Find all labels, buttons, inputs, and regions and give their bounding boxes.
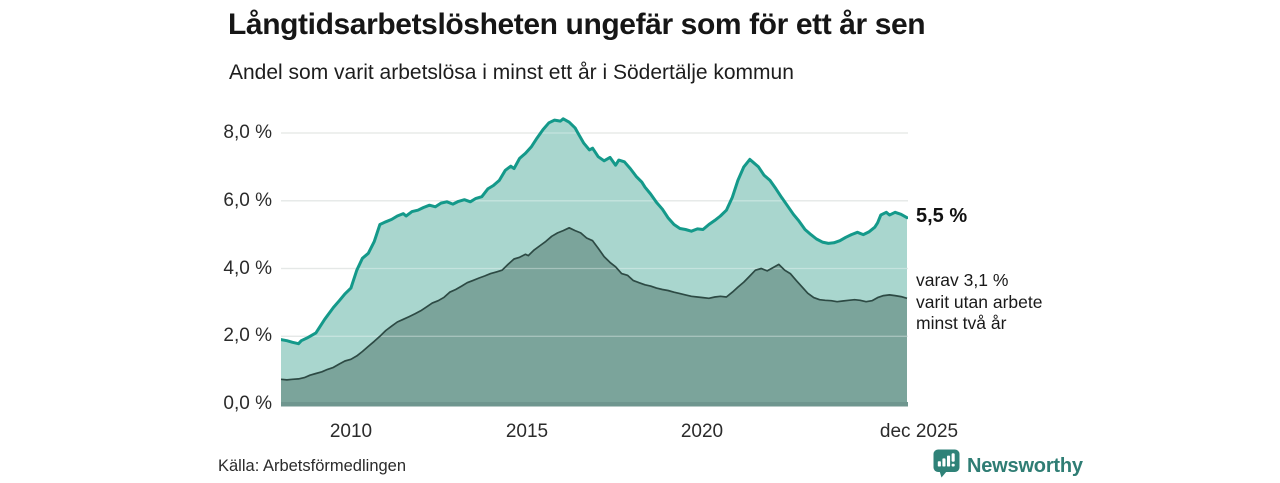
x-axis-label-dec-2025: dec 2025 — [879, 421, 959, 442]
x-axis-label-2020: 2020 — [680, 421, 724, 442]
area-chart-plot — [281, 110, 908, 410]
chart-bubble-icon — [933, 449, 960, 483]
y-axis-label-4: 4,0 % — [223, 258, 272, 279]
page-title: Långtidsarbetslösheten ungefär som för e… — [228, 8, 926, 41]
annotation-line-3: minst två år — [916, 313, 1007, 333]
y-axis-label-6: 6,0 % — [223, 190, 272, 211]
y-axis-label-0: 0,0 % — [223, 393, 272, 414]
y-axis-label-8: 8,0 % — [223, 122, 272, 143]
source-note: Källa: Arbetsförmedlingen — [218, 457, 407, 475]
annotation-line-1: varav 3,1 % — [916, 270, 1009, 290]
x-axis-label-2015: 2015 — [505, 421, 549, 442]
newsworthy-logo[interactable]: Newsworthy — [933, 449, 1083, 483]
annotation-line-2: varit utan arbete — [916, 291, 1043, 312]
latest-value-label-total: 5,5 % — [916, 205, 968, 227]
x-axis-label-2010: 2010 — [329, 421, 373, 442]
newsworthy-logo-text: Newsworthy — [967, 454, 1083, 477]
page-subtitle: Andel som varit arbetslösa i minst ett å… — [229, 61, 794, 84]
y-axis-label-2: 2,0 % — [223, 325, 272, 346]
latest-value-label-two-year: varav 3,1 % varit utan arbete minst två … — [916, 270, 1042, 335]
